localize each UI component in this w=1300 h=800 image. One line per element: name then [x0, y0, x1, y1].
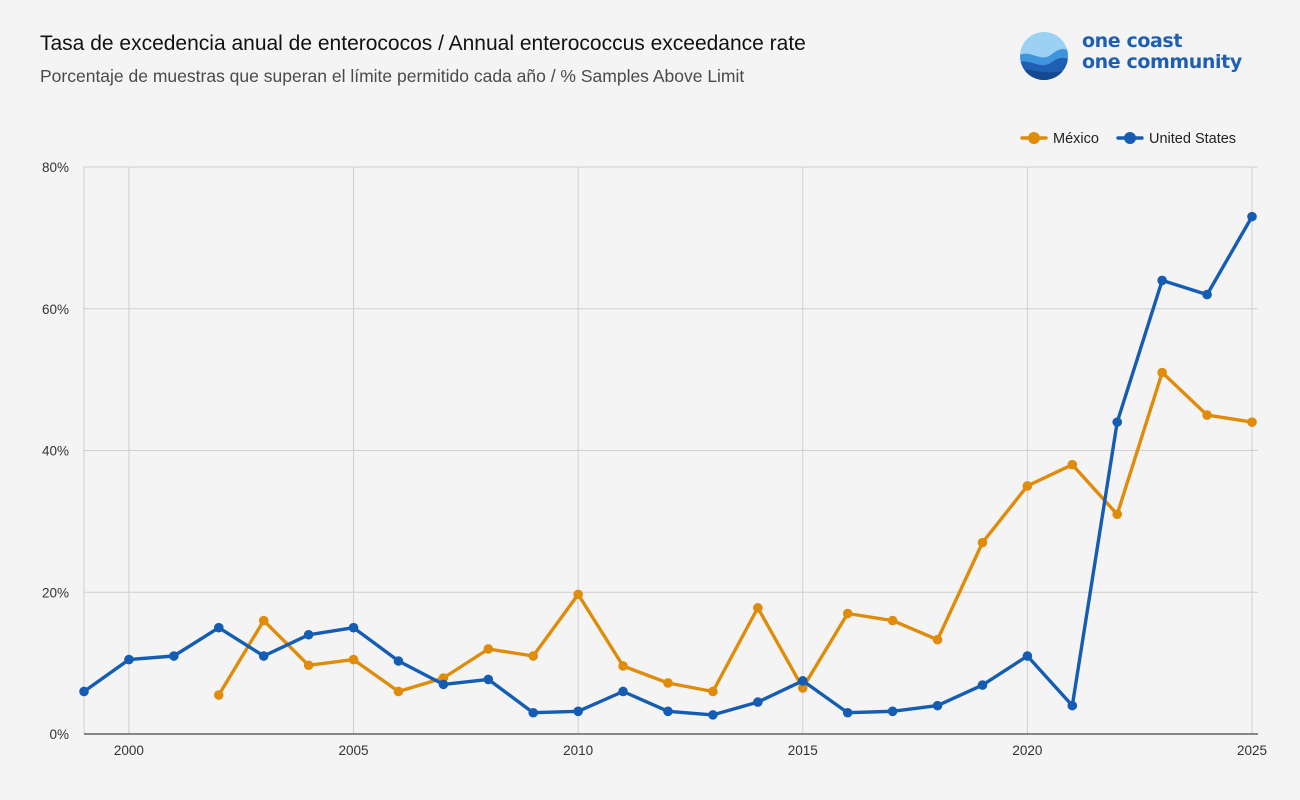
data-point [124, 654, 134, 665]
series-line [217, 370, 1254, 697]
data-point [797, 676, 808, 686]
data-point [348, 654, 359, 665]
data-point [887, 706, 898, 717]
data-point [842, 608, 853, 619]
x-tick-label: 2005 [339, 743, 369, 758]
brand-wordmark: one coast one community [1082, 31, 1242, 73]
legend-label: United States [1149, 131, 1236, 147]
data-point [1067, 459, 1078, 470]
legend-item[interactable]: United States [1116, 131, 1236, 147]
y-tick-label: 20% [42, 585, 69, 600]
data-point [483, 674, 494, 685]
data-point [1157, 275, 1167, 286]
data-point [303, 660, 314, 671]
data-point [842, 707, 853, 718]
data-point [393, 686, 404, 697]
y-tick-label: 40% [42, 444, 69, 459]
data-point [708, 686, 718, 697]
legend-marker [1124, 132, 1136, 144]
data-point [348, 622, 359, 633]
data-point [1022, 651, 1033, 661]
data-point [977, 537, 988, 548]
data-point [663, 678, 673, 688]
data-point [618, 661, 628, 671]
data-point [932, 634, 943, 645]
data-point [753, 697, 763, 707]
data-point [1202, 410, 1212, 420]
data-point [797, 683, 808, 693]
data-point [258, 651, 269, 661]
data-point [887, 615, 898, 626]
data-point [573, 706, 583, 717]
legend-label: México [1053, 131, 1099, 147]
x-tick-label: 2015 [788, 743, 818, 758]
legend-marker [1028, 132, 1040, 144]
data-point [438, 679, 449, 690]
data-point [213, 622, 224, 633]
chart-title: Tasa de excedencia anual de enterococos … [40, 32, 806, 55]
data-point [708, 710, 718, 720]
data-point [393, 656, 404, 666]
x-tick-label: 2000 [114, 743, 144, 758]
y-tick-label: 60% [42, 302, 69, 317]
data-point [1112, 417, 1123, 427]
brand-line-2: one community [1082, 51, 1242, 73]
data-point [977, 680, 988, 690]
data-point [528, 707, 539, 718]
data-point [1112, 509, 1123, 520]
data-point [1067, 700, 1078, 711]
legend-item[interactable]: México [1020, 131, 1099, 147]
wave-globe-icon [1020, 32, 1068, 80]
series-united-states [79, 211, 1257, 720]
data-point [528, 651, 539, 661]
data-point [1022, 481, 1033, 491]
data-point [169, 651, 179, 661]
data-point [79, 686, 89, 697]
x-tick-label: 2020 [1012, 743, 1042, 758]
brand-line-1: one coast [1082, 30, 1183, 52]
y-tick-label: 80% [42, 160, 69, 175]
data-point [1247, 211, 1257, 222]
data-point [258, 615, 269, 626]
data-point [663, 706, 673, 717]
data-point [303, 629, 314, 640]
brand-logo[interactable]: one coast one community [1018, 30, 1258, 82]
data-point [483, 644, 494, 654]
x-tick-label: 2010 [563, 743, 593, 758]
series-m-xico [213, 367, 1257, 700]
data-point [932, 700, 943, 711]
chart-subtitle: Porcentaje de muestras que superan el lí… [40, 66, 745, 86]
data-point [1157, 367, 1167, 378]
data-point [213, 690, 224, 700]
data-point [1247, 417, 1257, 427]
x-tick-label: 2025 [1237, 743, 1267, 758]
data-point [618, 686, 628, 697]
y-tick-label: 0% [49, 727, 69, 742]
data-point [573, 589, 583, 600]
data-point [1202, 289, 1212, 300]
data-point [753, 603, 763, 613]
